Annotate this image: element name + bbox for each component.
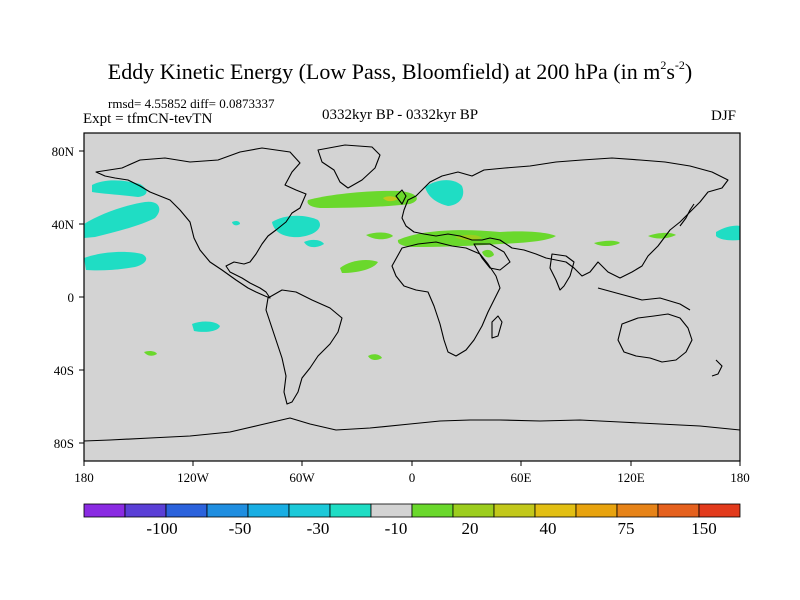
colorbar-label: -10 xyxy=(385,519,408,538)
colorbar-box xyxy=(575,503,618,518)
fill-na-east-coast xyxy=(272,215,320,238)
fill-arabia xyxy=(482,249,494,258)
colorbar-box xyxy=(329,503,372,518)
colorbar-box xyxy=(534,503,577,518)
north-america-outline xyxy=(95,147,307,299)
japan-outline xyxy=(679,203,695,227)
x-tick-label: 60E xyxy=(511,470,532,485)
y-tick-labels: 80N 40N 0 40S 80S xyxy=(52,144,75,451)
india-outline xyxy=(549,253,575,291)
fill-north-atlantic-core xyxy=(383,196,398,202)
x-tick-label: 180 xyxy=(74,470,94,485)
fill-japan-band xyxy=(648,232,676,239)
fill-atlantic-small xyxy=(304,239,324,248)
y-tick-label: 80S xyxy=(54,436,74,451)
fill-north-pacific-upper xyxy=(92,180,147,197)
colorbar-box xyxy=(698,503,741,518)
colorbar-box xyxy=(493,503,536,518)
x-tick-label: 60W xyxy=(289,470,315,485)
experiment-label: Expt = tfmCN-tevTN xyxy=(83,111,213,127)
indonesia-outline xyxy=(597,287,691,311)
chart-title: Eddy Kinetic Energy (Low Pass, Bloomfiel… xyxy=(107,58,693,84)
x-tick-label: 180 xyxy=(730,470,750,485)
colorbar xyxy=(83,503,741,518)
south-america-outline xyxy=(265,289,343,405)
colorbar-label: -50 xyxy=(229,519,252,538)
colorbar-labels: -100 -50 -30 -10 20 40 75 150 xyxy=(146,519,716,538)
y-tick-label: 40S xyxy=(54,363,74,378)
fill-pacific-small-west xyxy=(232,220,240,226)
x-tick-labels: 180 120W 60W 0 60E 120E 180 xyxy=(74,470,750,485)
colorbar-label: 40 xyxy=(540,519,557,538)
colorbar-box xyxy=(452,503,495,518)
new-zealand-outline xyxy=(711,359,723,377)
british-isles-outline xyxy=(395,189,407,205)
rmsd-label: rmsd= 4.55852 diff= 0.0873337 xyxy=(108,96,275,111)
colorbar-label: 75 xyxy=(618,519,635,538)
colorbar-box xyxy=(616,503,659,518)
colorbar-box xyxy=(411,503,454,518)
colorbar-box xyxy=(83,503,126,518)
fill-pacific-subtropic xyxy=(84,251,147,271)
fill-asia-band xyxy=(594,240,620,246)
y-tick-label: 80N xyxy=(52,144,75,159)
fill-north-atlantic-band xyxy=(307,190,417,208)
colorbar-box xyxy=(165,503,208,518)
colorbar-box xyxy=(206,503,249,518)
fill-atlantic-mid xyxy=(366,232,393,240)
fill-europe-north xyxy=(425,180,464,206)
fill-south-atlantic xyxy=(368,354,382,361)
eurasia-outline xyxy=(401,157,729,279)
colorbar-box xyxy=(124,503,167,518)
madagascar-outline xyxy=(491,315,503,339)
arabia-outline xyxy=(473,243,511,271)
coastlines xyxy=(83,144,741,442)
colorbar-label: -100 xyxy=(146,519,177,538)
y-tick-label: 40N xyxy=(52,217,75,232)
colorbar-box xyxy=(288,503,331,518)
tick-marks xyxy=(79,150,741,466)
y-tick-label: 0 xyxy=(68,290,75,305)
fill-north-pacific-band xyxy=(84,201,160,238)
greenland-outline xyxy=(317,144,381,189)
fill-east-pacific xyxy=(716,225,740,241)
colorbar-box xyxy=(657,503,700,518)
period-label: 0332kyr BP - 0332kyr BP xyxy=(322,107,479,123)
map-background xyxy=(84,133,740,461)
season-label: DJF xyxy=(711,108,737,124)
antarctica-outline xyxy=(83,417,741,442)
australia-outline xyxy=(617,313,693,363)
colorbar-label: 20 xyxy=(462,519,479,538)
colorbar-box xyxy=(247,503,290,518)
x-tick-label: 0 xyxy=(409,470,416,485)
anomaly-fills xyxy=(84,180,740,361)
africa-outline xyxy=(391,241,501,357)
x-tick-label: 120E xyxy=(617,470,645,485)
fill-south-pacific-green xyxy=(144,350,157,356)
fill-south-pacific xyxy=(192,321,220,332)
x-tick-label: 120W xyxy=(177,470,210,485)
colorbar-box xyxy=(370,503,413,518)
colorbar-label: -30 xyxy=(307,519,330,538)
fill-subtropic-atlantic xyxy=(340,260,378,273)
colorbar-label: 150 xyxy=(691,519,717,538)
